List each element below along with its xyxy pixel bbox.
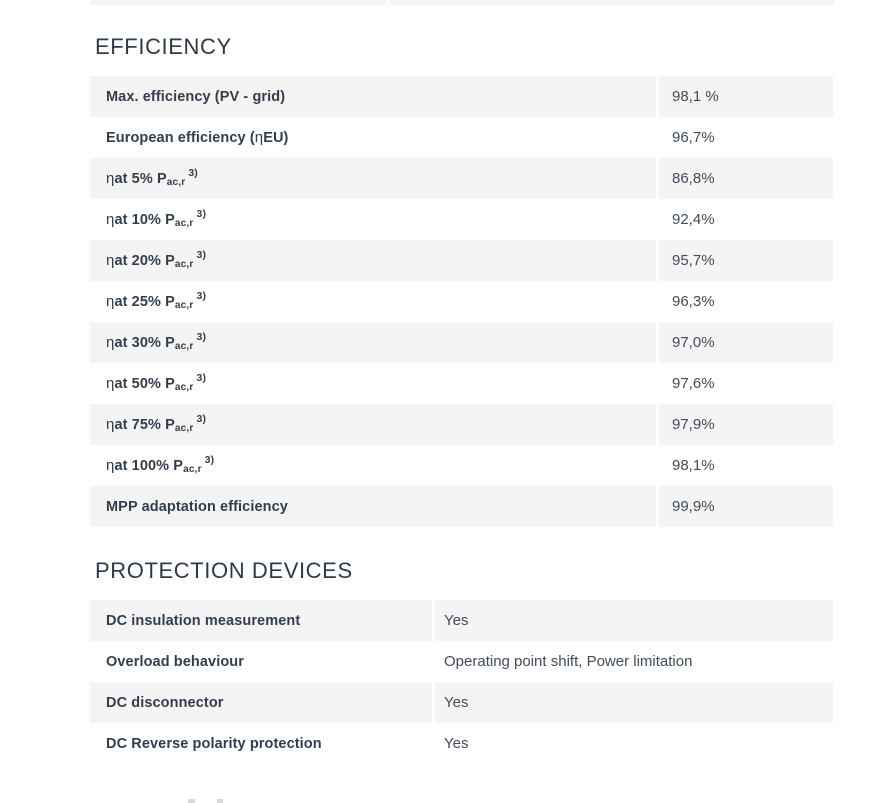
table-row: DC insulation measurement Yes bbox=[90, 600, 833, 641]
protection-devices-table: DC insulation measurement Yes Overload b… bbox=[90, 600, 833, 764]
section-heading-protection-devices: PROTECTION DEVICES bbox=[95, 558, 353, 583]
spec-value-cell: 98,1% bbox=[672, 457, 715, 474]
efficiency-table: Max. efficiency (PV - grid) 98,1 % Europ… bbox=[90, 76, 833, 527]
subscript: ac,r bbox=[174, 382, 194, 393]
spec-label-text: at 25% P bbox=[114, 293, 175, 310]
spec-label-text: at 5% P bbox=[114, 170, 167, 187]
cut-off-table-cell-fragment bbox=[390, 0, 834, 5]
spec-value-cell: 92,4% bbox=[672, 211, 715, 228]
subscript: ac,r bbox=[174, 423, 194, 434]
superscript-footnote: 3) bbox=[188, 166, 198, 179]
spec-value-cell: 99,9% bbox=[659, 486, 833, 527]
spec-value-cell: 95,7% bbox=[659, 240, 833, 281]
superscript-footnote: 3) bbox=[196, 248, 207, 261]
superscript-footnote: 3) bbox=[204, 453, 215, 466]
cut-off-heading-fragment bbox=[217, 799, 223, 803]
spec-value-cell: 98,1 % bbox=[659, 76, 833, 117]
eta-symbol: η bbox=[106, 457, 115, 474]
eta-symbol: η bbox=[106, 416, 115, 433]
table-row: DC Reverse polarity protection Yes bbox=[90, 723, 833, 764]
table-row: European efficiency (η EU) 96,7% bbox=[90, 117, 833, 158]
subscript: ac,r bbox=[174, 300, 194, 311]
superscript-footnote: 3) bbox=[196, 412, 207, 425]
spec-label-text: European efficiency ( bbox=[106, 129, 255, 146]
cut-off-heading-fragment bbox=[188, 799, 195, 803]
spec-value-cell: 97,9% bbox=[659, 404, 833, 445]
subscript: ac,r bbox=[166, 177, 186, 188]
eta-symbol: η bbox=[106, 375, 115, 392]
spec-label-text: DC insulation measurement bbox=[106, 612, 301, 629]
spec-label-cell: DC insulation measurement bbox=[90, 600, 432, 641]
spec-label-text: Max. efficiency (PV - grid) bbox=[106, 88, 286, 105]
table-row: Overload behaviour Operating point shift… bbox=[90, 641, 833, 682]
eta-symbol: η bbox=[106, 293, 115, 310]
table-row: MPP adaptation efficiency 99,9% bbox=[90, 486, 833, 527]
spec-label-cell: European efficiency (η EU) bbox=[90, 117, 656, 158]
spec-label-text: at 50% P bbox=[114, 375, 175, 392]
subscript: ac,r bbox=[174, 218, 194, 229]
superscript-footnote: 3) bbox=[196, 207, 207, 220]
spec-value-cell: Yes bbox=[435, 682, 833, 723]
spec-value-cell: 97,0% bbox=[659, 322, 833, 363]
spec-value-cell: Yes bbox=[444, 735, 469, 752]
table-row: Max. efficiency (PV - grid) 98,1 % bbox=[90, 76, 833, 117]
spec-label-text: DC Reverse polarity protection bbox=[106, 735, 322, 752]
spec-value-cell: Yes bbox=[435, 600, 833, 641]
subscript: ac,r bbox=[174, 259, 194, 270]
spec-value-cell: Operating point shift, Power limitation bbox=[444, 653, 693, 670]
spec-label-text: at 30% P bbox=[114, 334, 175, 351]
spec-value-cell: 86,8% bbox=[659, 158, 833, 199]
spec-label-cell: MPP adaptation efficiency bbox=[90, 486, 656, 527]
spec-label-cell: DC Reverse polarity protection bbox=[90, 723, 432, 764]
eta-symbol: η bbox=[106, 334, 115, 351]
table-row: DC disconnector Yes bbox=[90, 682, 833, 723]
superscript-footnote: 3) bbox=[196, 330, 207, 343]
eta-symbol: η bbox=[254, 129, 264, 146]
cut-off-table-cell-fragment bbox=[90, 0, 387, 5]
spec-label-text: at 20% P bbox=[114, 252, 175, 269]
spec-label-text: at 100% P bbox=[114, 457, 184, 474]
spec-label-cell: DC disconnector bbox=[90, 682, 432, 723]
superscript-footnote: 3) bbox=[196, 371, 207, 384]
spec-label-text: at 10% P bbox=[114, 211, 175, 228]
section-heading-efficiency: EFFICIENCY bbox=[95, 34, 232, 59]
eta-symbol: η bbox=[106, 211, 115, 228]
spec-label-text: at 75% P bbox=[114, 416, 175, 433]
spec-value-cell: 96,7% bbox=[672, 129, 715, 146]
spec-label-text: MPP adaptation efficiency bbox=[106, 498, 288, 515]
spec-label-text: EU) bbox=[263, 129, 289, 146]
spec-label-cell: Overload behaviour bbox=[90, 641, 432, 682]
spec-label-cell: Max. efficiency (PV - grid) bbox=[90, 76, 656, 117]
spec-label-text: DC disconnector bbox=[106, 694, 224, 711]
eta-symbol: η bbox=[106, 170, 115, 187]
spec-value-cell: 96,3% bbox=[672, 293, 715, 310]
spec-value-cell: 97,6% bbox=[672, 375, 715, 392]
subscript: ac,r bbox=[183, 464, 202, 475]
superscript-footnote: 3) bbox=[196, 289, 207, 302]
subscript: ac,r bbox=[174, 341, 194, 352]
eta-symbol: η bbox=[106, 252, 115, 269]
spec-label-text: Overload behaviour bbox=[106, 653, 244, 670]
